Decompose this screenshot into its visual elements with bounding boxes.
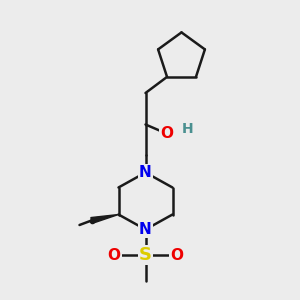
Text: O: O xyxy=(160,126,173,141)
Text: N: N xyxy=(139,222,152,237)
Text: O: O xyxy=(107,248,121,262)
Text: S: S xyxy=(139,246,152,264)
Polygon shape xyxy=(91,214,118,224)
Text: N: N xyxy=(139,165,152,180)
Text: O: O xyxy=(170,248,184,262)
Text: H: H xyxy=(182,122,193,136)
